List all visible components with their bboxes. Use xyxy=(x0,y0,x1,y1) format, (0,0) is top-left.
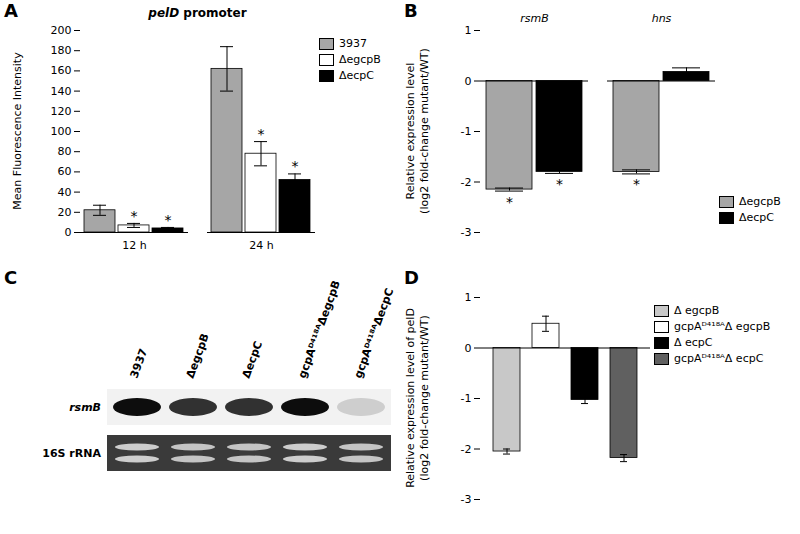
svg-text:0: 0 xyxy=(465,342,472,355)
html-text:Mean Fluorescence Intensity: Mean Fluorescence Intensity xyxy=(11,52,24,210)
svg-text:1: 1 xyxy=(465,291,472,304)
html-text:3937: 3937 xyxy=(339,37,367,50)
html-text:ΔegcpB: ΔegcpB xyxy=(739,195,781,208)
svg-text:0: 0 xyxy=(465,75,472,88)
svg-text:*: * xyxy=(506,194,513,210)
svg-text:rsmB: rsmB xyxy=(520,12,549,25)
svg-text:gcpAᴰ⁴¹⁸ᴬΔecpC: gcpAᴰ⁴¹⁸ᴬΔecpC xyxy=(352,286,397,380)
html-text:ΔegcpB: ΔegcpB xyxy=(339,53,381,66)
svg-text:*: * xyxy=(258,126,265,142)
svg-text:12 h: 12 h xyxy=(122,239,146,252)
html-text:gcpAᴰ⁴¹⁸ᴬΔ ecpC: gcpAᴰ⁴¹⁸ᴬΔ ecpC xyxy=(674,352,764,365)
html-text:gcpAᴰ⁴¹⁸ᴬΔ egcpB: gcpAᴰ⁴¹⁸ᴬΔ egcpB xyxy=(674,320,771,333)
svg-text:*: * xyxy=(556,176,563,192)
svg-text:-3: -3 xyxy=(461,226,472,239)
svg-text:40: 40 xyxy=(58,186,72,199)
svg-text:-2: -2 xyxy=(461,176,472,189)
svg-text:100: 100 xyxy=(51,125,72,138)
html-text:Relative expression level of p: Relative expression level of pelD (log2 … xyxy=(404,308,431,488)
html-text:D: D xyxy=(404,267,419,288)
svg-text:160: 160 xyxy=(51,64,72,77)
svg-text:0: 0 xyxy=(65,226,72,239)
html-text:A: A xyxy=(4,0,18,21)
html-text:ΔecpC: ΔecpC xyxy=(739,211,774,224)
svg-text:ΔegcpB: ΔegcpB xyxy=(184,332,212,380)
svg-text:gcpAᴰ⁴¹⁸ᴬΔegcpB: gcpAᴰ⁴¹⁸ᴬΔegcpB xyxy=(296,279,343,380)
svg-text:ΔecpC: ΔecpC xyxy=(240,339,265,380)
svg-text:*: * xyxy=(633,176,640,192)
svg-text:180: 180 xyxy=(51,44,72,57)
svg-text:140: 140 xyxy=(51,85,72,98)
html-text:ΔecpC: ΔecpC xyxy=(339,69,374,82)
svg-text:*: * xyxy=(292,158,299,174)
html-text:Δ ecpC: Δ ecpC xyxy=(674,336,713,349)
html-text:Δ egcpB: Δ egcpB xyxy=(674,304,720,317)
svg-text:3937: 3937 xyxy=(128,347,151,380)
svg-text:-1: -1 xyxy=(461,125,472,138)
html-text:pelD promoter: pelD promoter xyxy=(148,6,247,20)
svg-text:20: 20 xyxy=(58,206,72,219)
svg-text:80: 80 xyxy=(58,145,72,158)
svg-text:-2: -2 xyxy=(461,443,472,456)
svg-text:-3: -3 xyxy=(461,493,472,506)
html-text:B: B xyxy=(404,0,418,21)
html-text:C: C xyxy=(4,267,18,288)
svg-text:120: 120 xyxy=(51,105,72,118)
svg-text:*: * xyxy=(165,212,172,228)
svg-text:rsmB: rsmB xyxy=(69,401,101,414)
svg-text:*: * xyxy=(131,208,138,224)
svg-text:16S rRNA: 16S rRNA xyxy=(42,447,101,460)
svg-text:60: 60 xyxy=(58,165,72,178)
svg-text:1: 1 xyxy=(465,24,472,37)
svg-text:-1: -1 xyxy=(461,392,472,405)
svg-text:200: 200 xyxy=(51,24,72,37)
svg-text:hns: hns xyxy=(652,12,672,25)
svg-text:24 h: 24 h xyxy=(249,239,273,252)
html-text:Relative expression level (log: Relative expression level (log2 fold-cha… xyxy=(404,48,431,214)
